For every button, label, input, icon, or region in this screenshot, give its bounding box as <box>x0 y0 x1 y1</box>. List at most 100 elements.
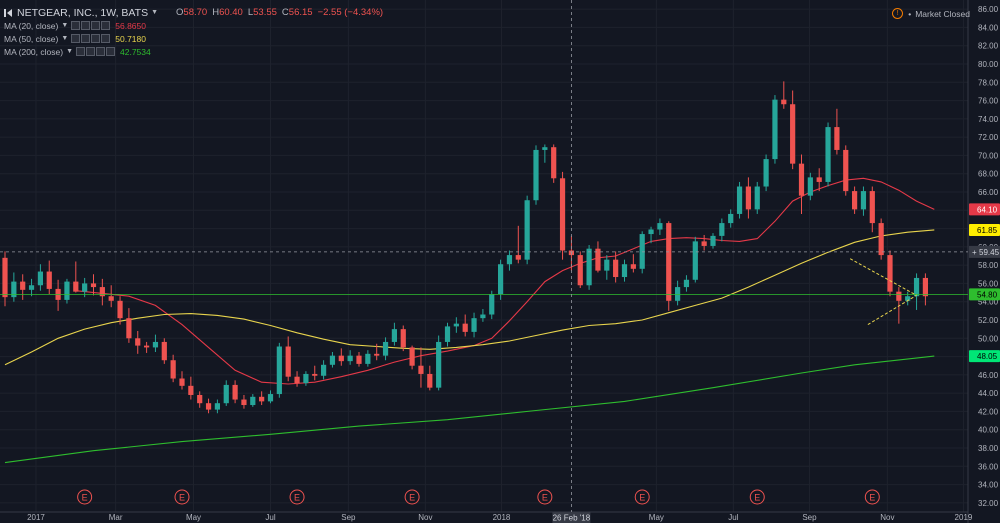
candle-body <box>82 283 88 292</box>
candle-body <box>73 281 79 292</box>
close-icon[interactable] <box>96 47 105 56</box>
price-tick-label: 72.00 <box>978 133 999 142</box>
earnings-marker[interactable]: E <box>634 489 650 505</box>
candle-up <box>37 264 43 291</box>
candle-up <box>498 259 504 300</box>
candle-body <box>648 229 654 235</box>
candle-up <box>542 144 548 163</box>
earnings-circle <box>537 489 553 505</box>
candle-down <box>790 90 796 170</box>
settings-icon[interactable] <box>86 47 95 56</box>
candle-up <box>772 95 778 164</box>
chevron-down-icon[interactable]: ▼ <box>151 8 159 16</box>
candle-body <box>613 259 619 278</box>
earnings-marker[interactable]: E <box>537 489 553 505</box>
symbol-title[interactable]: NETGEAR, INC., 1W, BATS ▼ <box>4 7 161 19</box>
candle-down <box>99 278 105 306</box>
candle-up <box>524 195 530 265</box>
market-status[interactable]: ! • Market Closed <box>892 8 970 19</box>
candle-body <box>657 223 663 230</box>
candle-body <box>188 385 194 395</box>
candle-up <box>453 317 459 333</box>
earnings-marker[interactable]: E <box>289 489 305 505</box>
candle-body <box>489 294 495 315</box>
chevron-down-icon[interactable]: ▼ <box>61 34 69 42</box>
time-axis[interactable]: 2017 Mar May Jul Sep Nov 2018 May Jul Sep Nov 2019 2… <box>27 512 973 523</box>
candle-body <box>533 149 539 201</box>
earnings-marker[interactable]: E <box>174 489 190 505</box>
candle-down <box>73 261 79 293</box>
candle-body <box>382 341 389 356</box>
earnings-marker[interactable]: E <box>77 489 93 505</box>
indicator-row-ma50[interactable]: MA (50, close) ▼ 50.7180 <box>4 32 383 45</box>
eye-icon[interactable] <box>71 34 81 43</box>
more-icon[interactable] <box>101 34 111 43</box>
candle-body <box>621 264 628 278</box>
candle-body <box>179 378 185 386</box>
chevron-down-icon[interactable]: ▼ <box>66 47 73 55</box>
candle-down <box>170 354 176 383</box>
candle-body <box>559 178 566 251</box>
earnings-marker[interactable]: E <box>749 489 765 505</box>
candle-body <box>409 347 415 366</box>
candle-down <box>852 186 858 214</box>
close-icon[interactable] <box>91 21 101 30</box>
candle-down <box>559 171 566 260</box>
indicator-row-ma200[interactable]: MA (200, close) ▼ 42.7534 <box>4 45 383 58</box>
indicator-row-ma20[interactable]: MA (20, close) ▼ 56.8650 <box>4 19 383 32</box>
close-icon[interactable] <box>91 34 101 43</box>
candle-body <box>692 241 698 280</box>
tradingview-logo-icon <box>4 8 13 17</box>
price-badge-text: 61.85 <box>977 226 998 235</box>
candle-body <box>11 281 17 298</box>
candle-body <box>28 285 35 290</box>
chevron-down-icon[interactable]: ▼ <box>61 21 69 29</box>
candle-up <box>825 122 831 187</box>
candle-up <box>719 218 725 242</box>
earnings-circle <box>289 489 305 505</box>
price-badge-bg <box>969 350 1000 363</box>
more-icon[interactable] <box>106 47 115 56</box>
candle-up <box>152 334 159 352</box>
settings-icon[interactable] <box>81 34 91 43</box>
indicator-name: MA (200, close) <box>4 46 64 57</box>
open-value: 58.70 <box>183 6 208 18</box>
candle-up <box>860 186 867 216</box>
candle-down <box>745 177 751 219</box>
candle-body <box>816 177 822 182</box>
price-tick-label: 78.00 <box>978 78 999 87</box>
crosshair-date-badge: 26 Feb '18 <box>552 512 591 523</box>
candle-body <box>586 248 592 286</box>
candle-body <box>905 296 911 301</box>
earnings-marker[interactable]: E <box>404 489 420 505</box>
price-tick-label: 36.00 <box>978 462 999 471</box>
candle-up <box>807 172 813 201</box>
candle-body <box>391 329 397 342</box>
candle-down <box>577 251 583 288</box>
eye-icon[interactable] <box>71 21 81 30</box>
eye-icon[interactable] <box>76 47 85 56</box>
candle-down <box>922 273 928 306</box>
more-icon[interactable] <box>101 21 111 30</box>
price-badge-text: 54.80 <box>977 290 998 299</box>
time-tick-label: 2018 <box>493 513 511 522</box>
candle-down <box>20 274 26 300</box>
chart-grid <box>0 0 969 523</box>
candle-body <box>37 271 43 286</box>
price-axis[interactable]: 32.00 34.00 36.00 38.00 40.00 42.00 44.00 46.00… <box>969 5 1000 508</box>
settings-icon[interactable] <box>81 21 91 30</box>
candle-down <box>55 279 61 311</box>
candle-body <box>524 200 530 260</box>
price-tick-label: 70.00 <box>978 151 999 160</box>
candle-body <box>444 326 451 342</box>
earnings-marker[interactable]: E <box>864 489 880 505</box>
earnings-circle <box>634 489 650 505</box>
crosshair-price-badge: +59.45 <box>969 245 1000 258</box>
ma-line <box>4 355 935 464</box>
price-axis-badge: 64.10 <box>969 203 1000 216</box>
price-tick-label: 76.00 <box>978 97 999 106</box>
candle-body <box>152 341 159 348</box>
candle-up <box>64 278 70 304</box>
